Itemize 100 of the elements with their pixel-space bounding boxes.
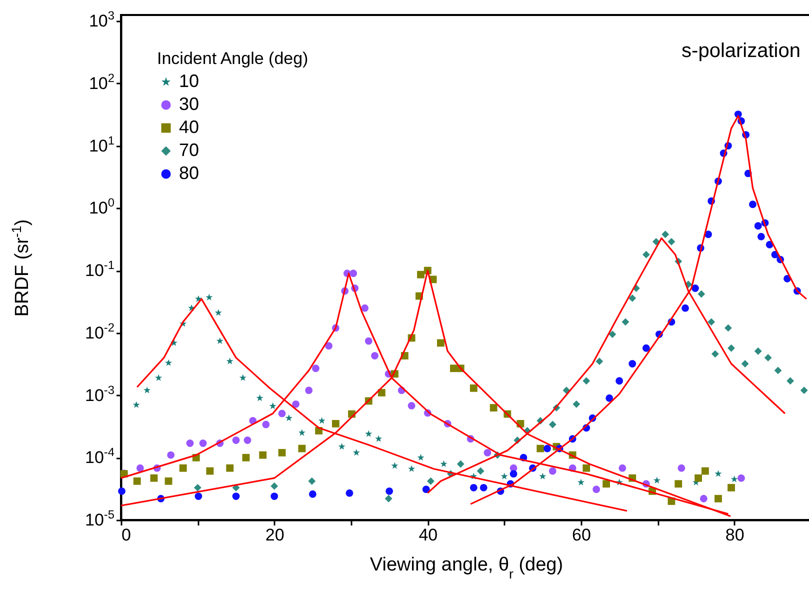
point: [704, 230, 712, 238]
point: [338, 442, 346, 450]
point: [378, 388, 386, 396]
point: [164, 477, 172, 485]
point: [308, 477, 316, 485]
point: [692, 284, 699, 292]
point: [714, 494, 722, 502]
annotation: s-polarization: [682, 40, 800, 62]
point: [484, 448, 492, 456]
point: [179, 464, 187, 472]
point: [592, 486, 600, 494]
point: [730, 476, 738, 482]
point: [678, 464, 686, 472]
point: [754, 222, 762, 230]
point: [346, 489, 354, 497]
point: [700, 494, 708, 502]
point: [724, 324, 732, 332]
point: [539, 472, 546, 480]
point: [332, 420, 340, 428]
point: [226, 464, 234, 472]
point: [214, 309, 222, 316]
point: [232, 492, 240, 500]
point: [694, 474, 702, 482]
point: [606, 394, 614, 402]
point: [682, 304, 689, 312]
legend-label: 30: [179, 94, 200, 114]
point: [786, 377, 794, 385]
point: [470, 384, 478, 392]
point: [270, 482, 278, 490]
point: [298, 429, 306, 436]
y-tick-label: 10$^{2}$: [88, 70, 115, 93]
y-tick-label: 10$^{-5}$: [85, 508, 115, 530]
point: [536, 444, 544, 452]
point: [384, 494, 392, 502]
point: [132, 401, 140, 408]
legend-label: 70: [179, 140, 200, 160]
point: [226, 358, 234, 364]
point: [417, 270, 424, 278]
point: [608, 330, 616, 338]
point: [572, 400, 580, 408]
point: [206, 467, 214, 475]
point: [165, 359, 172, 366]
point: [741, 360, 749, 368]
point: [308, 490, 316, 498]
point: [371, 352, 378, 360]
point: [285, 414, 292, 422]
x-tick-label: 40: [418, 526, 438, 544]
point: [350, 270, 358, 278]
point: [476, 467, 484, 475]
point: [622, 318, 630, 326]
x-axis-title: Viewing angle, θ$_{r}$ (deg): [370, 554, 564, 581]
point: [422, 486, 430, 494]
point: [199, 440, 207, 447]
point: [361, 304, 369, 312]
y-tick-label: 10$^{-4}$: [85, 445, 115, 468]
point: [774, 366, 782, 374]
point: [259, 451, 267, 459]
point: [470, 484, 478, 492]
point: [256, 394, 264, 402]
point: [206, 294, 213, 300]
point: [305, 386, 313, 394]
point: [510, 470, 518, 478]
point: [701, 467, 709, 475]
point: [194, 484, 202, 492]
point: [298, 444, 306, 452]
point: [194, 492, 202, 500]
point: [375, 435, 382, 442]
point: [167, 451, 175, 459]
point: [269, 402, 276, 410]
point: [490, 404, 498, 412]
legend-label: 40: [179, 117, 200, 137]
x-tick-label: 0: [122, 526, 131, 544]
point: [440, 460, 448, 468]
point: [754, 347, 762, 355]
point: [708, 318, 716, 326]
point: [436, 339, 444, 347]
point: [602, 480, 610, 488]
point: [662, 230, 670, 238]
point: [582, 377, 590, 385]
legend-label: 80: [179, 163, 200, 183]
legend-title: Incident Angle (deg): [157, 49, 308, 68]
point: [618, 464, 626, 472]
point: [242, 454, 250, 462]
x-tick-label: 60: [572, 526, 591, 544]
point: [270, 492, 278, 500]
point: [391, 462, 398, 469]
point: [714, 470, 722, 477]
point: [365, 430, 372, 437]
point: [642, 250, 650, 258]
point: [408, 402, 416, 410]
point: [500, 472, 508, 480]
point: [312, 364, 320, 372]
point: [456, 460, 464, 468]
point: [764, 354, 772, 362]
point: [628, 360, 636, 368]
point: [577, 478, 585, 486]
point: [450, 364, 458, 372]
x-tick-label: 80: [725, 526, 744, 544]
point: [427, 477, 434, 485]
point: [668, 238, 676, 246]
